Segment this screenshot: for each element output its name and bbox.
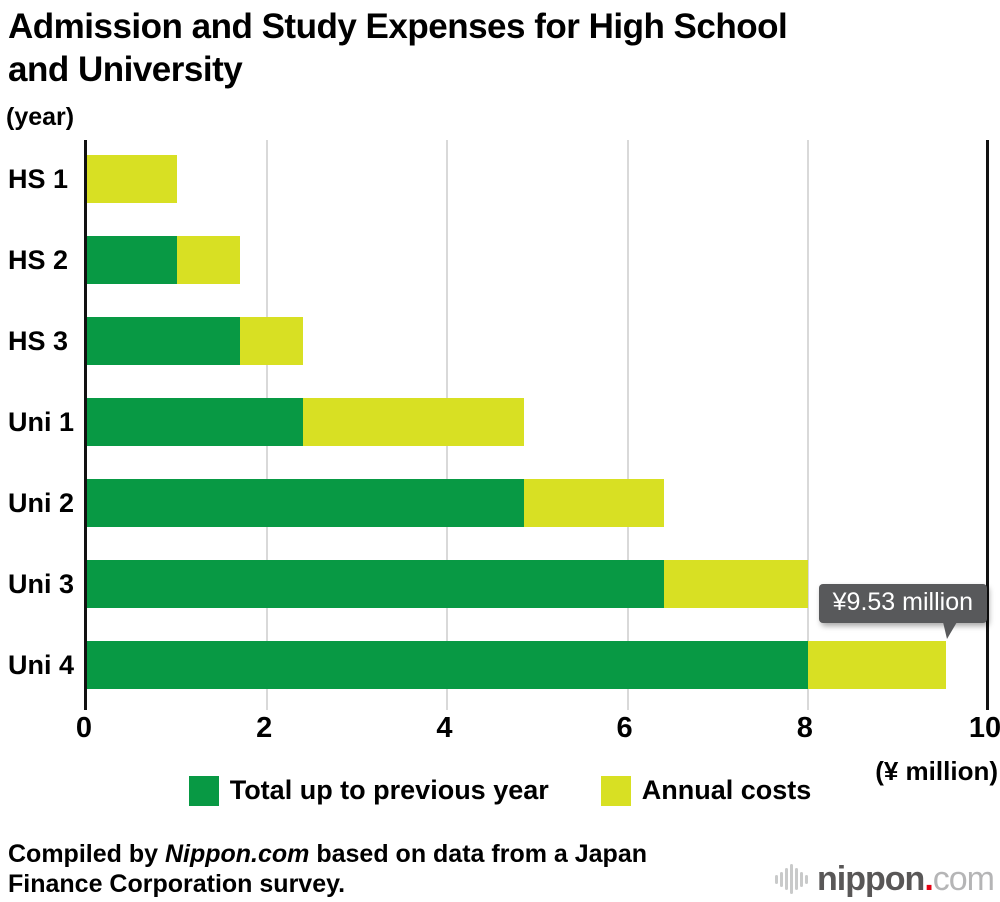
bar-segment-prev-total[interactable] [87,398,304,446]
bar-segment-annual-costs[interactable] [177,236,241,284]
y-label-uni-3: Uni 3 [8,568,75,599]
x-axis-unit-label: (¥ million) [875,756,998,786]
x-tick-label-0: 0 [75,712,93,744]
bar-row-uni-4 [87,641,946,689]
y-label-hs-1: HS 1 [8,163,69,194]
bar-segment-prev-total[interactable] [87,479,524,527]
y-label-uni-2: Uni 2 [8,487,75,518]
x-tick-label-8: 8 [796,712,813,744]
logo-tld: com [932,860,995,898]
bar-row-uni-2 [87,479,664,527]
gridline-6 [626,140,629,710]
legend-item-prev-total: Total up to previous year [188,775,549,806]
chart-title-line1: Admission and Study Expenses for High Sc… [8,7,788,46]
y-label-uni-1: Uni 1 [8,406,75,437]
bar-segment-prev-total[interactable] [87,641,808,689]
source-note-prefix: Compiled by [8,840,165,868]
bar-segment-prev-total[interactable] [87,560,664,608]
bar-segment-prev-total[interactable] [87,236,178,284]
plot-area [84,140,989,710]
bar-row-uni-1 [87,398,524,446]
bar-segment-annual-costs[interactable] [807,641,946,689]
bar-segment-annual-costs[interactable] [87,155,178,203]
bar-segment-annual-costs[interactable] [663,560,808,608]
y-axis-unit-label: (year) [6,103,75,131]
gridline-10 [986,140,989,710]
chart-title: Admission and Study Expenses for High Sc… [8,5,958,91]
legend-swatch-green-icon [188,775,219,806]
bar-row-uni-3 [87,560,808,608]
bar-row-hs-2 [87,236,241,284]
logo-dot: . [924,860,934,898]
waveform-icon [775,862,809,896]
logo-name: nippon [817,860,925,898]
x-tick-label-10: 10 [968,712,1000,744]
chart-title-line2: and University [8,50,243,89]
x-tick-label-4: 4 [436,712,453,744]
source-note: Compiled by Nippon.com based on data fro… [8,839,698,899]
value-tooltip: ¥9.53 million [818,584,987,639]
source-note-publisher: Nippon.com [164,840,310,868]
bar-segment-annual-costs[interactable] [303,398,524,446]
bar-segment-annual-costs[interactable] [240,317,304,365]
y-label-uni-4: Uni 4 [8,649,75,680]
legend: Total up to previous year Annual costs [0,775,1000,806]
x-tick-label-6: 6 [616,712,633,744]
bar-row-hs-3 [87,317,304,365]
bar-row-hs-1 [87,155,178,203]
gridline-8 [806,140,809,710]
legend-label-annual-costs: Annual costs [641,775,812,805]
legend-swatch-yellow-icon [600,775,631,806]
bar-segment-annual-costs[interactable] [523,479,664,527]
x-tick-label-2: 2 [256,712,273,744]
logo-wordmark: nippon.com [817,860,995,898]
legend-item-annual-costs: Annual costs [600,775,812,806]
legend-label-prev-total: Total up to previous year [229,775,549,805]
y-label-hs-3: HS 3 [8,325,69,356]
nippon-com-logo[interactable]: nippon.com [775,860,995,898]
y-label-hs-2: HS 2 [8,244,69,275]
bar-segment-prev-total[interactable] [87,317,241,365]
source-note-suffix: based on data from a Japan Finance Corpo… [8,840,647,898]
